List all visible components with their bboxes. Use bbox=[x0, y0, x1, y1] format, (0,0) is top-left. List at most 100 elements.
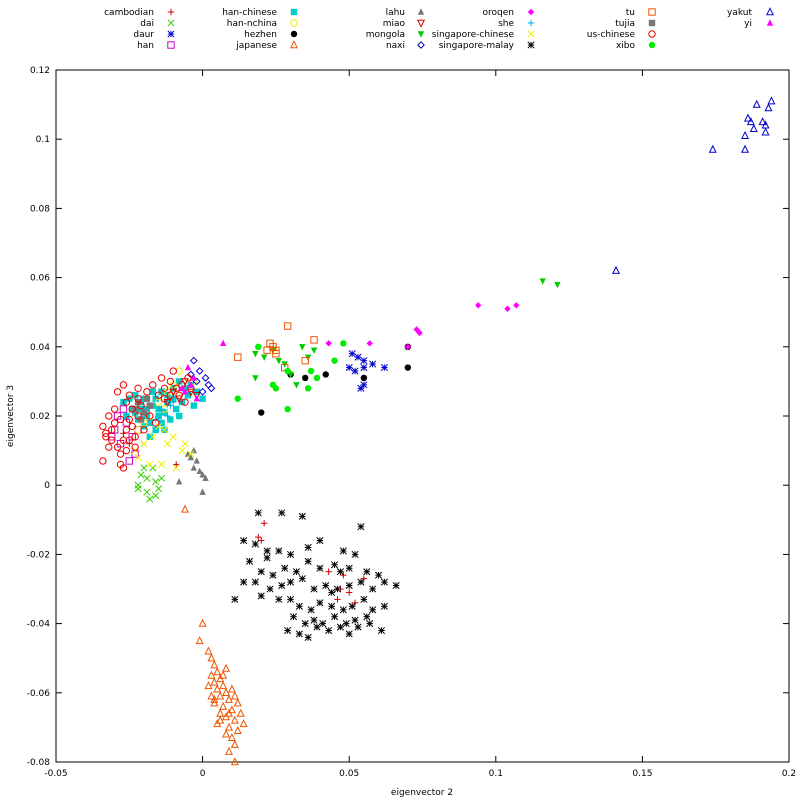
data-point bbox=[275, 595, 283, 603]
data-point bbox=[160, 426, 169, 434]
data-point bbox=[298, 575, 306, 583]
data-point bbox=[122, 426, 131, 434]
y-tick-label: -0.04 bbox=[27, 620, 51, 630]
series-lahu bbox=[175, 446, 209, 495]
data-point bbox=[149, 381, 157, 389]
data-point bbox=[128, 405, 136, 413]
legend-label: she bbox=[498, 19, 514, 29]
data-point bbox=[345, 364, 353, 372]
data-point bbox=[307, 367, 315, 375]
data-point bbox=[240, 578, 248, 586]
y-tick-label: 0.02 bbox=[30, 412, 50, 422]
y-axis-title: eigenvector 3 bbox=[6, 385, 16, 447]
data-point bbox=[149, 388, 156, 395]
data-point bbox=[354, 353, 362, 361]
data-point bbox=[258, 409, 265, 416]
data-point bbox=[181, 440, 189, 448]
data-point bbox=[172, 464, 180, 472]
data-point bbox=[239, 719, 248, 728]
data-point bbox=[143, 405, 151, 413]
y-tick-label: -0.02 bbox=[27, 550, 50, 560]
data-point bbox=[170, 395, 177, 402]
data-point bbox=[195, 636, 204, 645]
data-point bbox=[151, 419, 160, 427]
data-point bbox=[374, 571, 383, 579]
data-point bbox=[377, 626, 386, 635]
data-point bbox=[302, 374, 309, 382]
data-point bbox=[360, 357, 368, 365]
data-point bbox=[140, 426, 148, 434]
data-point bbox=[187, 450, 195, 458]
data-point bbox=[157, 460, 166, 468]
data-point bbox=[146, 433, 154, 440]
data-point bbox=[272, 350, 280, 358]
data-point bbox=[173, 461, 180, 468]
data-point bbox=[131, 433, 139, 441]
data-point bbox=[743, 113, 752, 122]
data-point bbox=[204, 681, 213, 690]
data-point bbox=[190, 446, 198, 454]
data-point bbox=[304, 385, 312, 392]
y-tick-label: 0 bbox=[44, 481, 50, 491]
data-point bbox=[189, 356, 198, 365]
data-point bbox=[152, 478, 160, 486]
data-point bbox=[102, 433, 110, 441]
axis-ticks: -0.05 0 0.05 0.1 0.15 0.2 -0.08 -0.06 -0.04 -0.02… bbox=[27, 66, 796, 779]
data-point bbox=[201, 374, 210, 382]
series-oroqen bbox=[325, 302, 520, 350]
legend-label: singapore-chinese bbox=[432, 30, 515, 40]
legend-marker bbox=[648, 41, 656, 49]
data-point bbox=[175, 391, 183, 399]
data-point bbox=[299, 344, 306, 351]
data-point bbox=[224, 708, 233, 717]
data-point bbox=[380, 578, 388, 586]
data-point bbox=[330, 613, 339, 621]
series-xibo bbox=[234, 340, 347, 413]
data-point bbox=[328, 588, 336, 597]
data-point bbox=[164, 398, 171, 406]
data-point bbox=[475, 302, 482, 309]
data-point bbox=[260, 354, 268, 361]
data-point bbox=[333, 585, 342, 593]
series-hezhen bbox=[258, 343, 412, 416]
data-point bbox=[513, 302, 520, 309]
data-point bbox=[310, 585, 318, 593]
data-point bbox=[155, 485, 163, 493]
legend-marker bbox=[167, 30, 175, 38]
data-point bbox=[146, 460, 154, 468]
data-point bbox=[196, 467, 203, 475]
data-point bbox=[234, 353, 242, 361]
data-point bbox=[357, 578, 365, 586]
y-tick-label: 0.08 bbox=[30, 204, 50, 214]
data-point bbox=[155, 412, 162, 420]
data-point bbox=[752, 99, 761, 108]
data-point bbox=[199, 471, 206, 478]
data-point bbox=[230, 757, 239, 766]
data-point bbox=[230, 715, 239, 724]
series-yakut bbox=[612, 96, 776, 274]
data-point bbox=[123, 412, 130, 420]
data-point bbox=[304, 543, 312, 552]
data-point bbox=[746, 117, 755, 126]
data-point bbox=[164, 412, 171, 420]
data-point bbox=[137, 471, 145, 479]
data-point bbox=[328, 602, 336, 610]
data-point bbox=[310, 616, 318, 624]
data-point bbox=[152, 492, 160, 500]
data-point bbox=[216, 691, 225, 700]
x-tick-label: -0.05 bbox=[44, 769, 67, 779]
data-point bbox=[245, 557, 254, 565]
series-naxi bbox=[186, 356, 216, 396]
legend-marker bbox=[290, 8, 298, 16]
data-point bbox=[207, 691, 216, 700]
data-point bbox=[240, 537, 248, 545]
data-point bbox=[213, 684, 222, 693]
data-point bbox=[764, 103, 773, 112]
data-point bbox=[272, 385, 280, 392]
data-point bbox=[404, 343, 412, 350]
data-point bbox=[263, 554, 271, 562]
data-point bbox=[186, 388, 195, 397]
legend-label: naxi bbox=[386, 41, 405, 51]
data-point bbox=[348, 602, 356, 610]
data-point bbox=[170, 398, 177, 406]
